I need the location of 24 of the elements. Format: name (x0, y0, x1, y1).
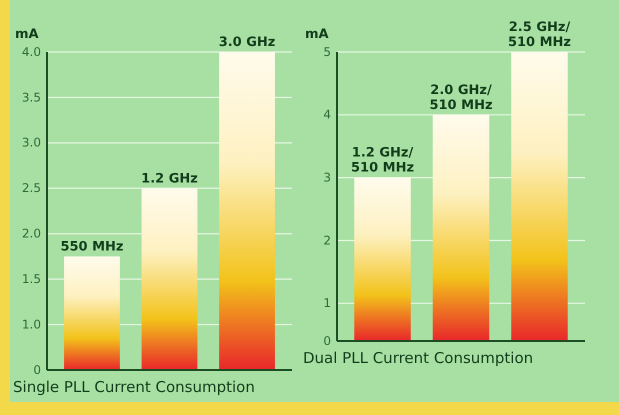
y-tick-label: 2 (323, 233, 331, 248)
x-tick-label: 2.0 GHz/ 510 MHz (429, 82, 493, 113)
y-tick-label: 3 (323, 170, 331, 184)
text: 3.0 (22, 136, 41, 150)
y-tick-label: 0 (323, 334, 331, 348)
x-tick-label: 1.2 GHz (141, 171, 198, 186)
x-tick-label: 2.5 GHz/ 510 MHz (508, 20, 572, 50)
y-tick-label: 1 (323, 296, 331, 310)
y-tick-label: 4 (323, 108, 331, 122)
y-tick-label: 5 (323, 44, 331, 59)
x-tick-label: 550 MHz (60, 239, 124, 254)
y-axis-title: mA (305, 27, 329, 42)
text: 4.0 (22, 44, 41, 59)
x-axis-title: Dual PLL Current Consumption (303, 349, 534, 367)
y-axis-title: mA (15, 27, 39, 42)
text: 2.0 (22, 226, 41, 241)
y-tick-label: 2.5 (22, 181, 41, 196)
y-tick-label: 1.5 (22, 272, 41, 286)
x-tick-label: 3.0 GHz (218, 35, 276, 50)
text: 1.0 (22, 317, 41, 332)
y-tick-label: 3.5 (22, 90, 41, 104)
x-tick-label: 1.2 GHz/ 510 MHz (350, 146, 414, 176)
x-axis-title: Single PLL Current Consumption (13, 378, 255, 396)
y-tick-label: 0 (33, 362, 41, 377)
